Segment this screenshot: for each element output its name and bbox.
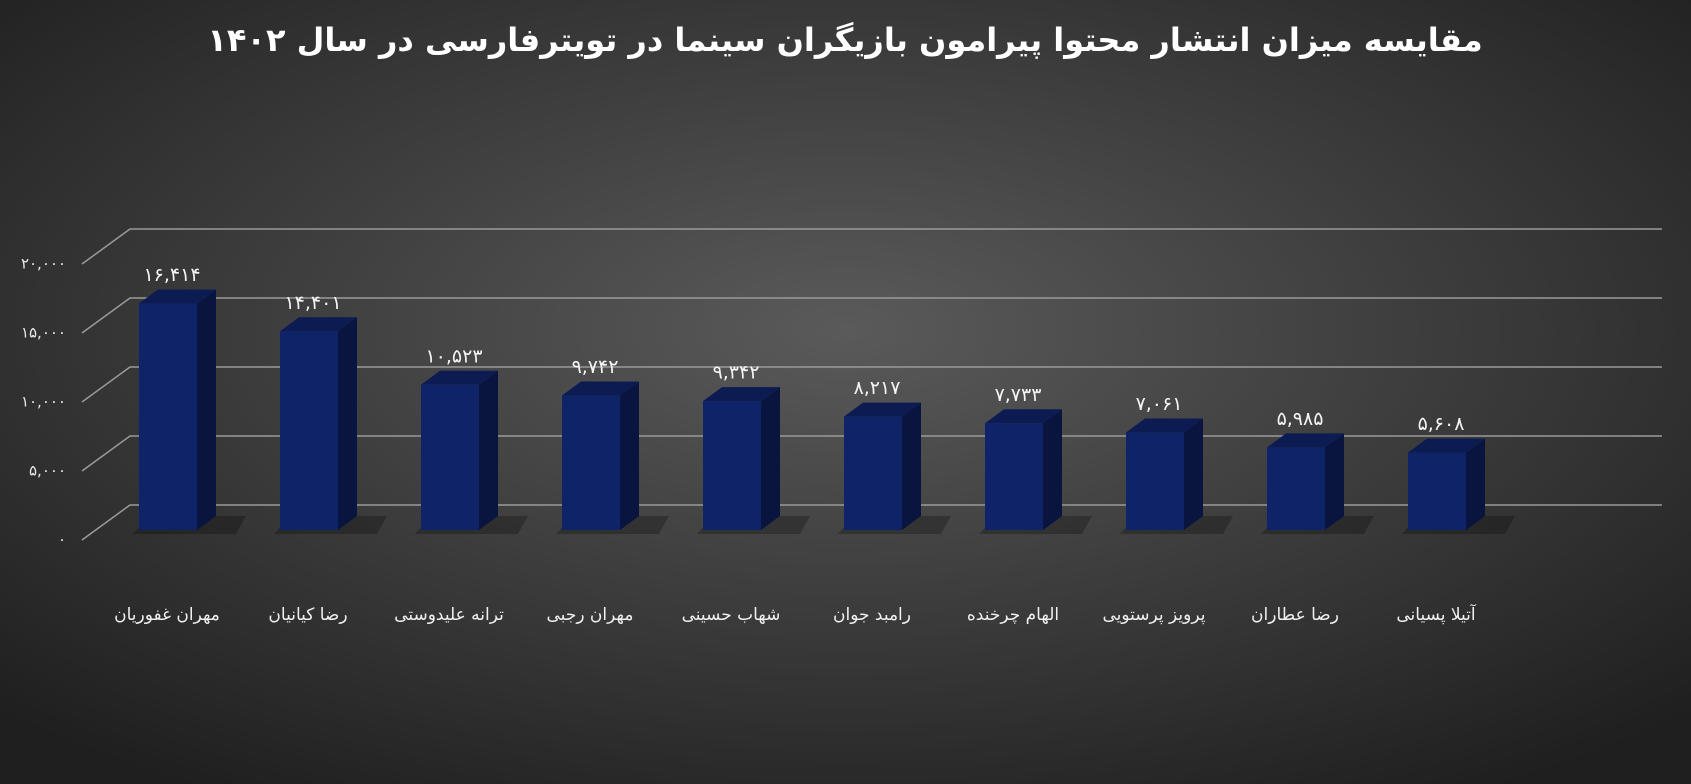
bar xyxy=(139,289,216,530)
bar-front xyxy=(421,384,479,530)
x-tick-label: پرویز پرستویی xyxy=(1102,605,1205,625)
grid-line xyxy=(81,366,1662,403)
x-tick-label: رضا عطاران xyxy=(1251,605,1339,625)
bar-side xyxy=(197,289,216,530)
value-label: ۸,۲۱۷ xyxy=(854,377,901,399)
x-tick-label: ترانه علیدوستی xyxy=(394,605,504,625)
y-tick-label: ۱۵,۰۰۰ xyxy=(21,324,66,342)
value-label: ۷,۷۳۳ xyxy=(995,384,1042,406)
value-label: ۵,۹۸۵ xyxy=(1277,408,1324,430)
bar-top xyxy=(703,387,780,402)
bar-side-shade xyxy=(338,317,357,530)
bar-top xyxy=(421,370,498,385)
bar xyxy=(703,387,780,530)
x-tick-label: آتیلا پسیانی xyxy=(1396,603,1477,625)
bar-side xyxy=(1466,438,1485,530)
bar-side-shade xyxy=(1325,433,1344,530)
bar-top-shade xyxy=(139,289,216,304)
bar-top-shade xyxy=(1126,418,1203,433)
bar xyxy=(1267,433,1344,530)
bar xyxy=(562,381,639,530)
bar-top-shade xyxy=(1408,438,1485,453)
bar-top-shade xyxy=(562,381,639,396)
bar-side-shade xyxy=(1184,418,1203,530)
bar-top-shade xyxy=(703,387,780,402)
bar-side xyxy=(1325,433,1344,530)
bar-front xyxy=(139,303,197,530)
bar xyxy=(844,402,921,530)
bar-side-shade xyxy=(620,381,639,530)
y-tick-label: ۲۰,۰۰۰ xyxy=(21,255,66,273)
value-label: ۷,۰۶۱ xyxy=(1136,393,1183,415)
bar-top xyxy=(985,409,1062,424)
x-tick-label: مهران غفوریان xyxy=(114,605,220,625)
bar-front xyxy=(985,423,1043,530)
bar-top-shade xyxy=(280,317,357,332)
bar-top-shade xyxy=(421,370,498,385)
bar-top xyxy=(1126,418,1203,433)
bar-front xyxy=(703,401,761,530)
bar-front xyxy=(562,395,620,530)
bar-top xyxy=(562,381,639,396)
x-tick-label: مهران رجبی xyxy=(547,605,634,625)
bar-top xyxy=(844,402,921,417)
bar xyxy=(421,370,498,530)
bar-side xyxy=(338,317,357,530)
y-tick-label: ۵,۰۰۰ xyxy=(29,462,66,480)
y-tick-label: ۰ xyxy=(58,531,66,549)
bar-front xyxy=(1267,447,1325,530)
y-tick-label: ۱۰,۰۰۰ xyxy=(21,393,66,411)
x-tick-label: رامبد جوان xyxy=(833,605,911,625)
grid-line xyxy=(81,228,1662,265)
value-label: ۵,۶۰۸ xyxy=(1418,413,1465,435)
bar-side xyxy=(761,387,780,530)
value-label: ۱۰,۵۲۳ xyxy=(425,345,482,367)
bar-top xyxy=(1408,438,1485,453)
bar-top-shade xyxy=(844,402,921,417)
bar-side-shade xyxy=(1466,438,1485,530)
bar-top xyxy=(1267,433,1344,448)
bar-side xyxy=(620,381,639,530)
bar-top-shade xyxy=(1267,433,1344,448)
bar-side-shade xyxy=(1043,409,1062,530)
bar xyxy=(985,409,1062,530)
bar-front xyxy=(280,331,338,530)
bar-top-shade xyxy=(985,409,1062,424)
bar-side-shade xyxy=(197,289,216,530)
x-tick-label: الهام چرخنده xyxy=(967,605,1059,625)
bar-front xyxy=(1126,432,1184,530)
value-label: ۹,۷۴۲ xyxy=(572,356,619,378)
bar-side xyxy=(1184,418,1203,530)
value-label: ۹,۳۴۲ xyxy=(713,362,760,384)
value-label: ۱۶,۴۱۴ xyxy=(143,264,200,286)
value-label: ۱۴,۴۰۱ xyxy=(284,292,341,314)
chart-title: مقایسه میزان انتشار محتوا پیرامون بازیگر… xyxy=(207,21,1482,59)
x-tick-label: شهاب حسینی xyxy=(682,605,781,625)
bar-side xyxy=(1043,409,1062,530)
bar xyxy=(1408,438,1485,530)
bar-side xyxy=(479,370,498,530)
bar xyxy=(280,317,357,530)
bar-top xyxy=(280,317,357,332)
bar-side xyxy=(902,402,921,530)
bar-side-shade xyxy=(902,402,921,530)
bar xyxy=(1126,418,1203,530)
grid-line xyxy=(81,297,1662,334)
bar-front xyxy=(844,416,902,530)
bar-side-shade xyxy=(479,370,498,530)
bar-side-shade xyxy=(761,387,780,530)
x-tick-label: رضا کیانیان xyxy=(268,605,347,625)
bar-front xyxy=(1408,452,1466,530)
bar-top xyxy=(139,289,216,304)
